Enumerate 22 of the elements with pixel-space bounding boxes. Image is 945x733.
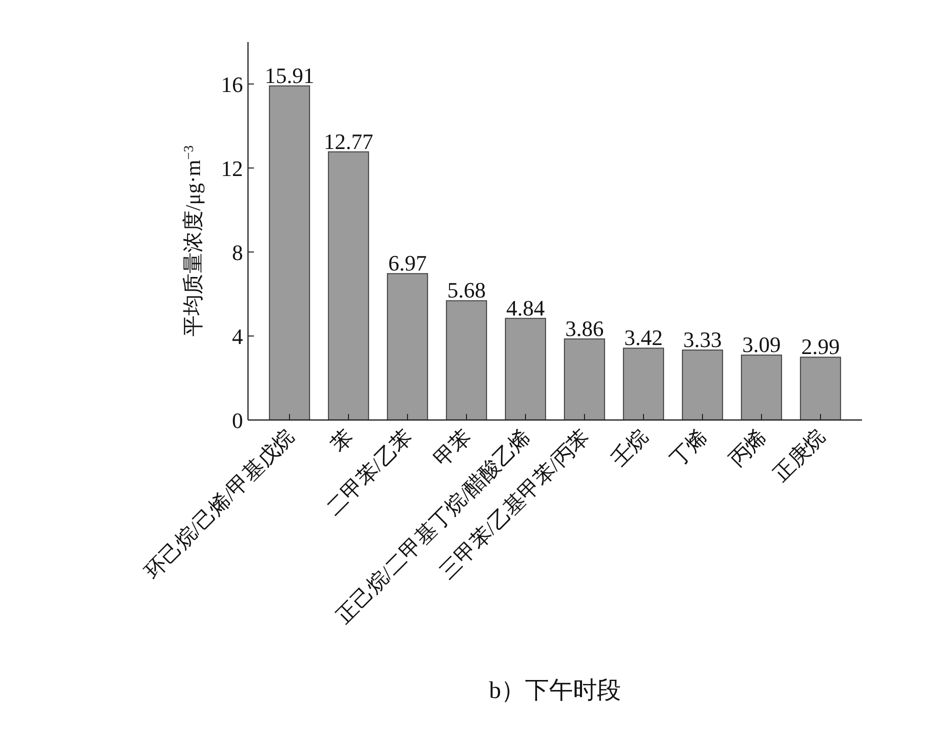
data-label: 5.68	[447, 278, 486, 303]
x-tick-label: 丁烯	[665, 424, 712, 472]
x-tick-label: 正庚烷	[768, 424, 830, 486]
data-label: 12.77	[324, 128, 374, 154]
data-label: 3.42	[624, 325, 663, 350]
x-tick-label: 苯	[326, 424, 358, 456]
x-tick-label: 丙烯	[724, 424, 772, 472]
data-label: 15.91	[264, 62, 314, 88]
y-tick-label: 16	[221, 72, 243, 97]
data-label: 6.97	[388, 250, 427, 276]
data-label: 3.09	[742, 332, 781, 358]
x-tick-label: 壬烷	[606, 424, 654, 472]
y-tick-label: 4	[232, 324, 243, 349]
data-label: 4.84	[506, 295, 545, 320]
y-tick-label: 8	[232, 240, 243, 265]
data-label: 3.33	[683, 327, 722, 352]
y-tick-label: 0	[232, 408, 243, 433]
y-tick-label: 12	[221, 156, 243, 181]
data-label: 2.99	[801, 334, 840, 360]
text: b）下午时段	[489, 678, 621, 704]
x-tick-label: 甲苯	[429, 424, 476, 472]
data-label: 3.86	[565, 316, 604, 341]
